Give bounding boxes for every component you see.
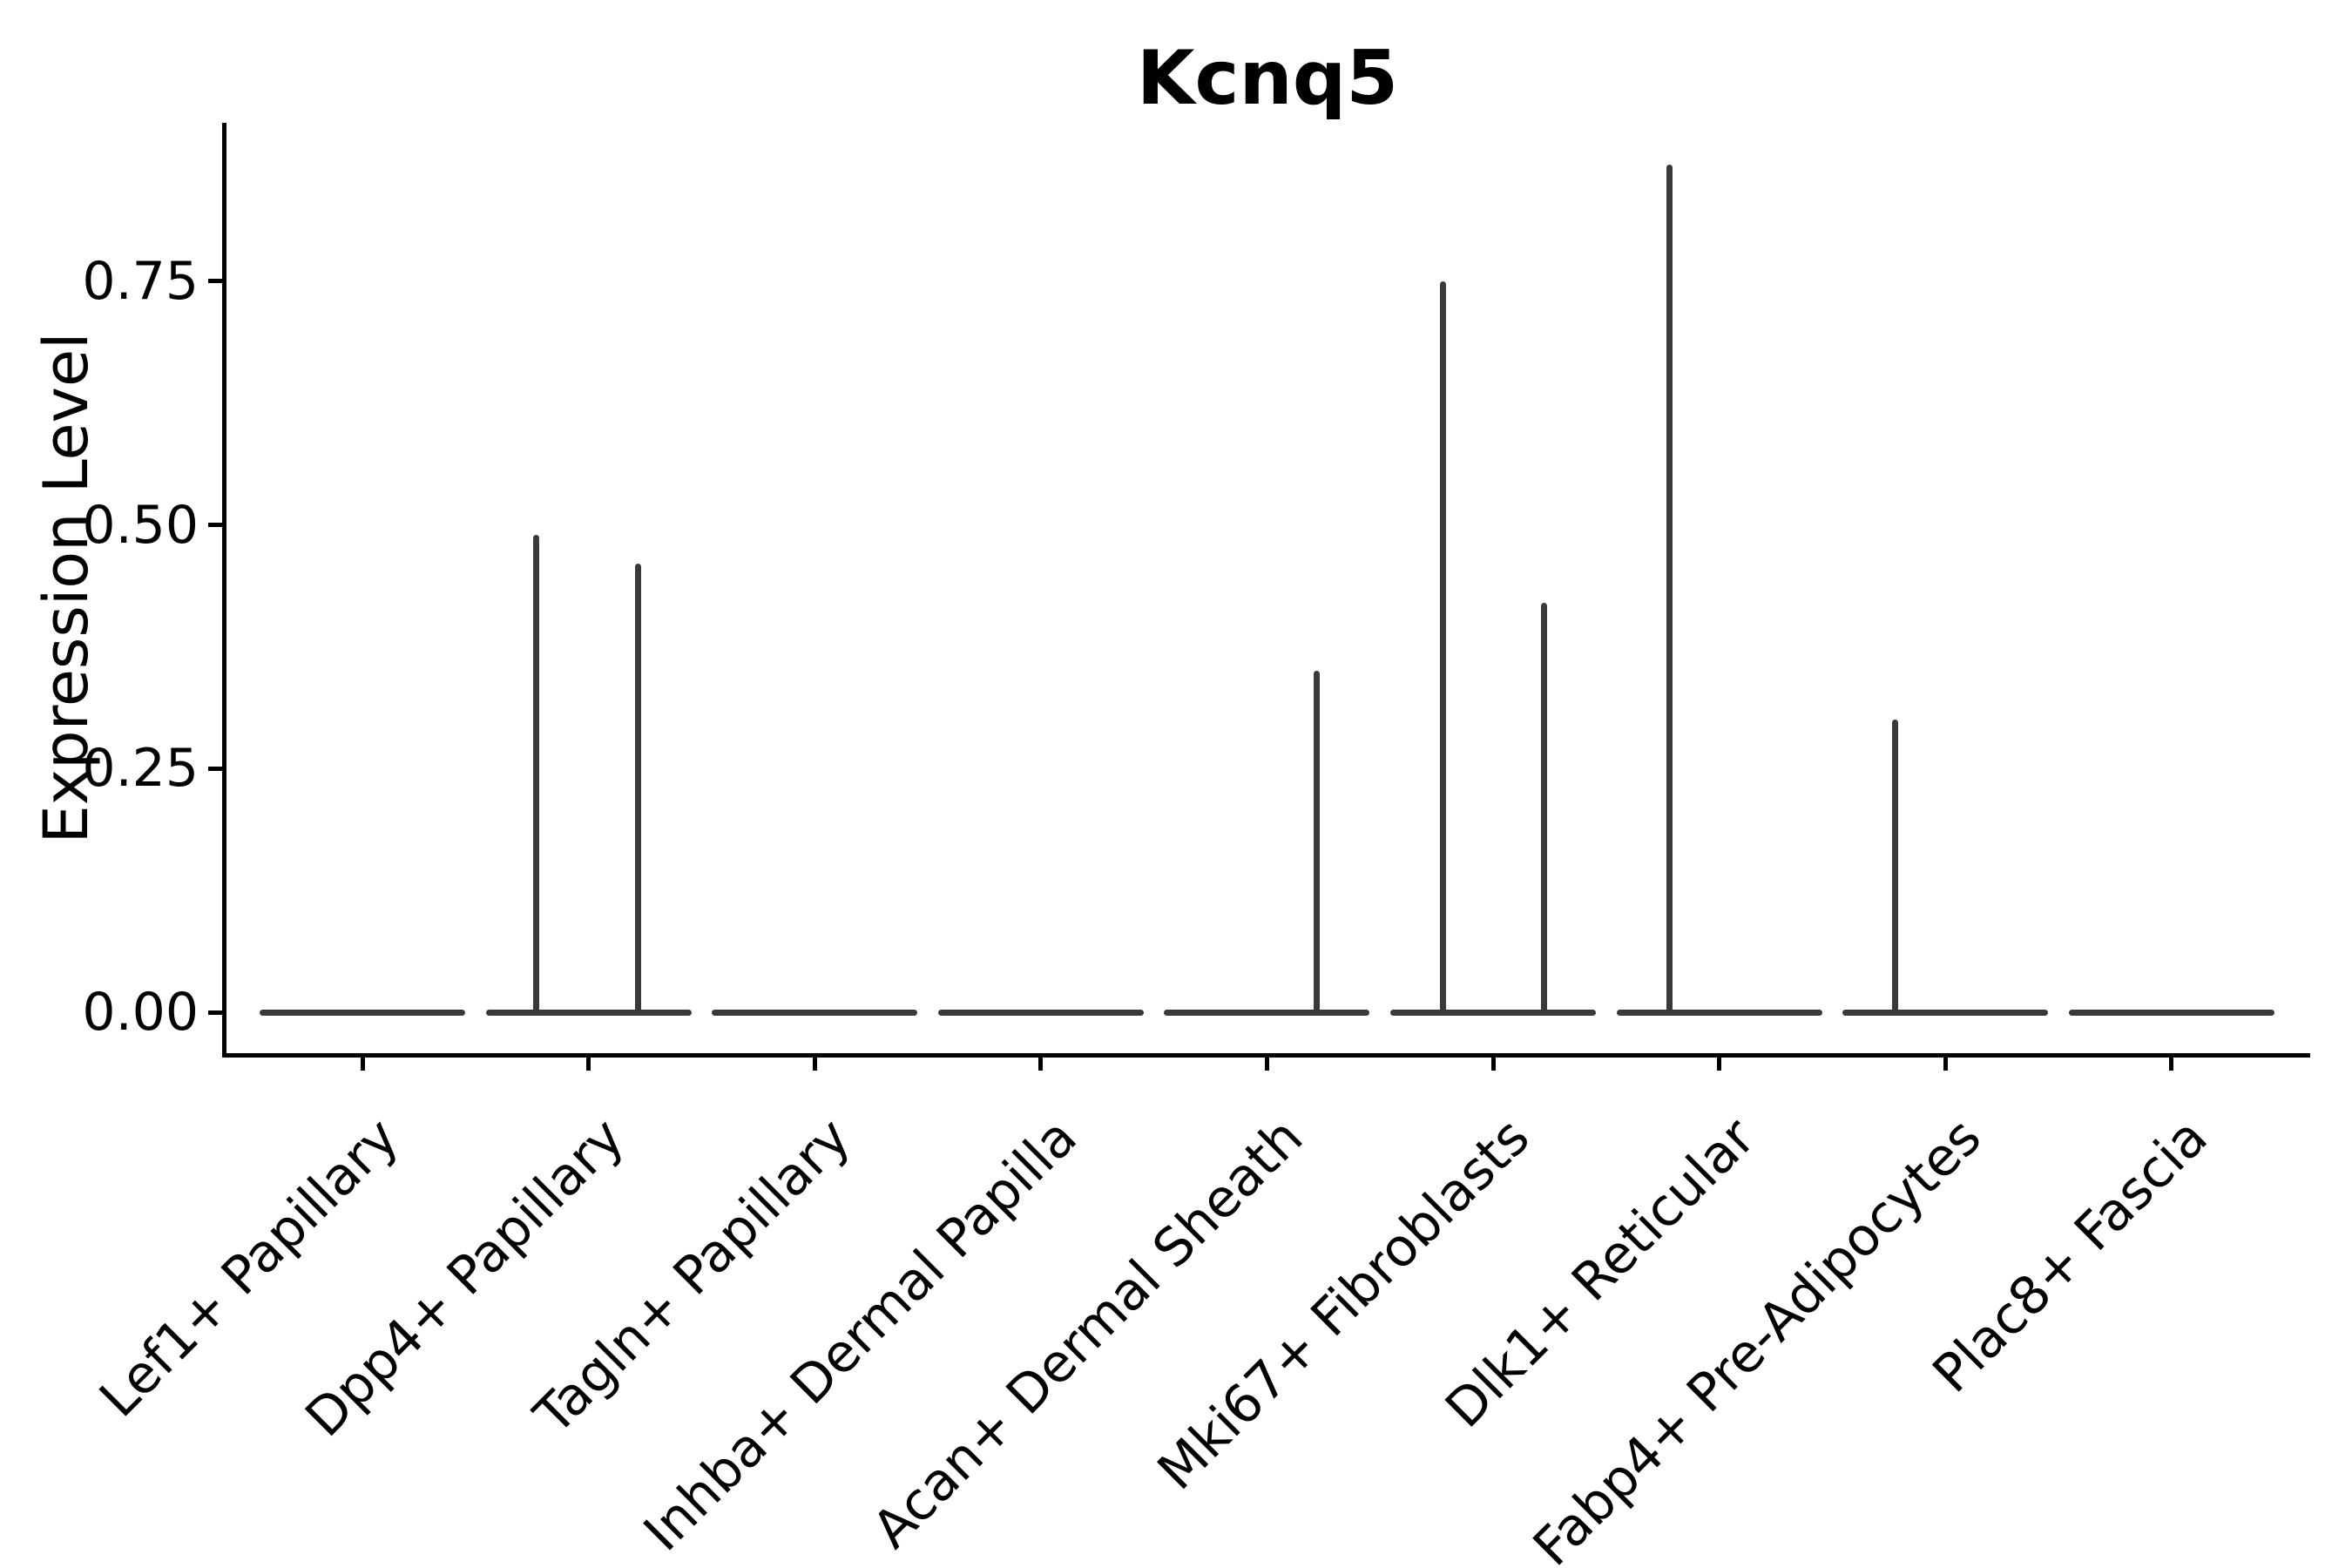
x-tick-label: Acan+ Dermal Sheath [861,1106,1315,1561]
x-tick-mark [812,1056,817,1071]
x-tick-mark [1943,1056,1948,1071]
x-tick-mark [1490,1056,1496,1071]
y-tick-mark [208,279,222,284]
violin-body [1842,1009,2049,1016]
violin-body [1390,1009,1596,1016]
x-tick-mark [2169,1056,2174,1071]
y-tick-label: 0.00 [82,982,199,1043]
violin-density-spike [635,564,642,1015]
violin-body [260,1009,465,1016]
violin-body [1616,1009,1822,1016]
violin-density-spike [1314,671,1320,1015]
y-axis-spine [222,123,226,1058]
y-tick-mark [208,523,222,528]
y-tick-label: 0.50 [82,494,199,556]
y-tick-mark [208,1010,222,1015]
violin-body [2068,1009,2274,1016]
y-tick-mark [208,766,222,771]
violin-body [485,1009,692,1016]
violin-density-spike [1541,603,1548,1015]
x-tick-label: Fabp4+ Pre-Adipocytes [1522,1106,1994,1568]
violin-density-spike [1439,280,1446,1015]
y-tick-label: 0.75 [82,250,199,312]
violin-body [1164,1009,1370,1016]
x-tick-mark [1038,1056,1044,1071]
x-tick-mark [360,1056,365,1071]
y-tick-label: 0.25 [82,738,199,800]
x-tick-mark [586,1056,591,1071]
violin-body [937,1009,1144,1016]
x-axis-spine [222,1053,2310,1058]
violin-density-spike [1666,164,1673,1015]
x-tick-label: Mki67+ Fibroblasts [1146,1106,1541,1503]
violin-body [712,1009,918,1016]
chart-title: Kcnq5 [1136,35,1399,122]
x-tick-mark [1717,1056,1722,1071]
x-tick-mark [1264,1056,1269,1071]
violin-density-spike [533,534,540,1015]
x-tick-label: Inhba+ Dermal Papilla [632,1106,1089,1564]
violin-density-spike [1891,720,1898,1015]
